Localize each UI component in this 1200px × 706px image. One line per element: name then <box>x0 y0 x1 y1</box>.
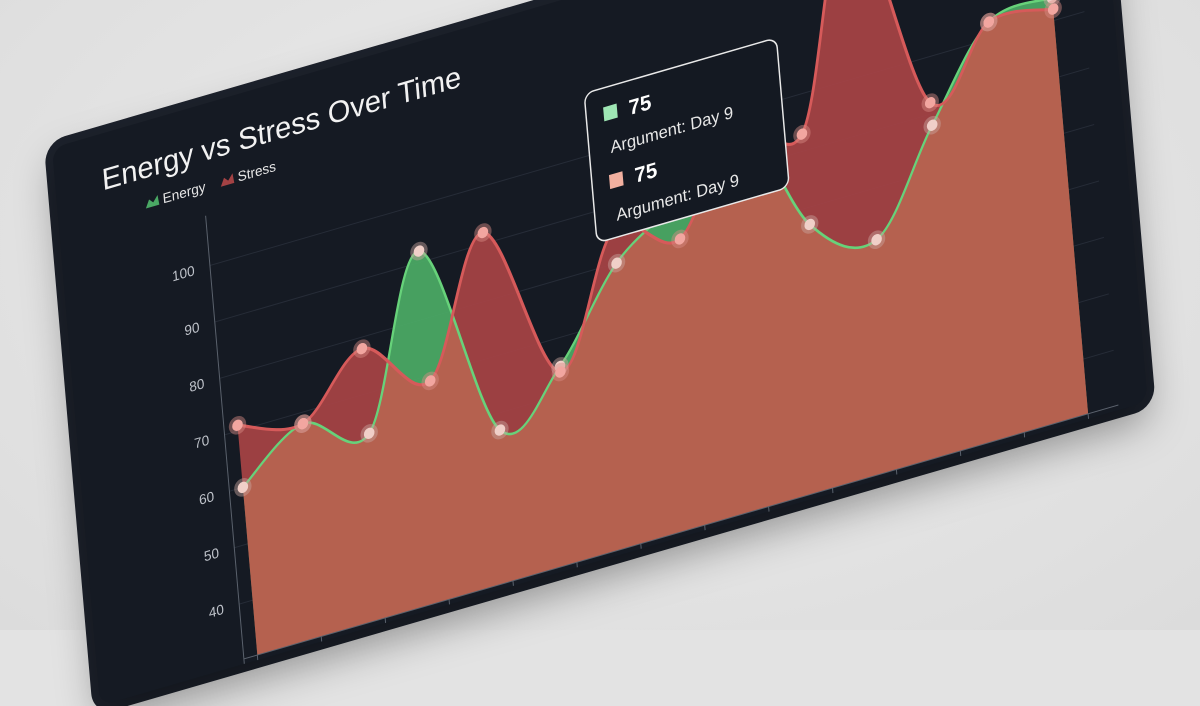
area-overlap <box>242 0 1089 656</box>
data-point-stress[interactable] <box>473 221 492 244</box>
legend-swatch-stress <box>220 173 235 187</box>
y-tick-label: 70 <box>193 431 210 451</box>
tooltip-swatch <box>603 103 618 122</box>
x-tick-label: Day 10 <box>812 494 856 522</box>
data-point-energy[interactable] <box>233 476 252 499</box>
tooltip-swatch <box>608 171 624 190</box>
x-tick-label: Day 11 <box>877 475 920 503</box>
x-axis-line <box>243 404 1119 660</box>
data-point-energy[interactable] <box>360 422 379 445</box>
x-tick-label: Day 1 <box>241 662 278 688</box>
data-point-stress[interactable] <box>921 91 940 114</box>
data-point-energy[interactable] <box>800 213 819 236</box>
y-tick-label: 90 <box>184 318 201 338</box>
x-tick-mark <box>1087 413 1090 420</box>
x-tick-label: Day 6 <box>560 569 597 595</box>
plot-area <box>228 0 1089 656</box>
y-tick-label: 100 <box>171 262 195 285</box>
x-tick-mark <box>512 580 514 587</box>
legend-label-energy: Energy <box>162 178 206 206</box>
data-point-stress[interactable] <box>1044 0 1063 21</box>
x-tick-label: Day 2 <box>305 643 342 669</box>
y-tick-label: 60 <box>198 488 215 508</box>
x-tick-mark <box>959 450 962 458</box>
data-point-stress[interactable] <box>293 412 312 435</box>
x-tick-mark <box>256 654 259 662</box>
x-tick-mark <box>448 599 451 606</box>
x-tick-label: Day 5 <box>496 588 533 614</box>
data-point-energy[interactable] <box>491 419 510 442</box>
data-point-energy[interactable] <box>923 114 942 137</box>
data-point-energy[interactable] <box>1043 0 1062 9</box>
data-point-energy[interactable] <box>607 252 626 275</box>
x-tick-mark <box>704 525 706 532</box>
x-tick-mark <box>576 562 578 569</box>
y-tick-label: 50 <box>203 544 220 564</box>
data-point-stress[interactable] <box>551 361 570 384</box>
chart-title: Energy vs Stress Over Time <box>101 60 463 197</box>
chart-card: Energy vs Stress Over Time Energy Stress … <box>52 0 1148 706</box>
x-tick-label: Day 9 <box>752 513 789 539</box>
data-point-stress[interactable] <box>979 11 998 34</box>
legend-swatch-energy <box>145 194 160 209</box>
data-point-stress[interactable] <box>421 369 440 392</box>
data-point-energy[interactable] <box>410 240 429 263</box>
y-tick-label: 40 <box>208 601 225 621</box>
legend-item-energy[interactable]: Energy <box>145 178 206 211</box>
legend-item-stress[interactable]: Stress <box>220 158 277 190</box>
x-tick-mark <box>640 543 642 550</box>
x-tick-mark <box>1023 432 1026 439</box>
x-tick-label: Day 7 <box>624 550 661 576</box>
x-tick-label: Day 3 <box>369 625 406 651</box>
x-tick-label: Day 8 <box>688 532 725 558</box>
x-tick-label: Day 4 <box>433 606 470 632</box>
y-tick-label: 80 <box>189 375 206 395</box>
x-tick-mark <box>895 469 898 476</box>
x-tick-label: Day 13 <box>1004 438 1048 466</box>
chart-svg: Energy vs Stress Over Time EnergyStress … <box>101 0 1119 688</box>
line-stress <box>237 0 1054 432</box>
legend-label-stress: Stress <box>237 158 277 185</box>
x-tick-mark <box>384 617 387 625</box>
data-point-energy[interactable] <box>867 228 886 251</box>
x-tick-mark <box>768 506 770 513</box>
data-point-stress[interactable] <box>671 227 690 250</box>
data-point-stress[interactable] <box>352 337 371 360</box>
y-axis-line <box>205 215 245 665</box>
tooltip-box <box>584 39 790 242</box>
x-tick-mark <box>320 636 323 643</box>
x-tick-label: Day 14 <box>1068 420 1112 448</box>
data-point-stress[interactable] <box>793 123 812 146</box>
x-tick-mark <box>832 487 834 495</box>
line-energy <box>242 0 1053 489</box>
x-tick-label: Day 12 <box>940 457 984 485</box>
data-point-stress[interactable] <box>228 414 247 437</box>
